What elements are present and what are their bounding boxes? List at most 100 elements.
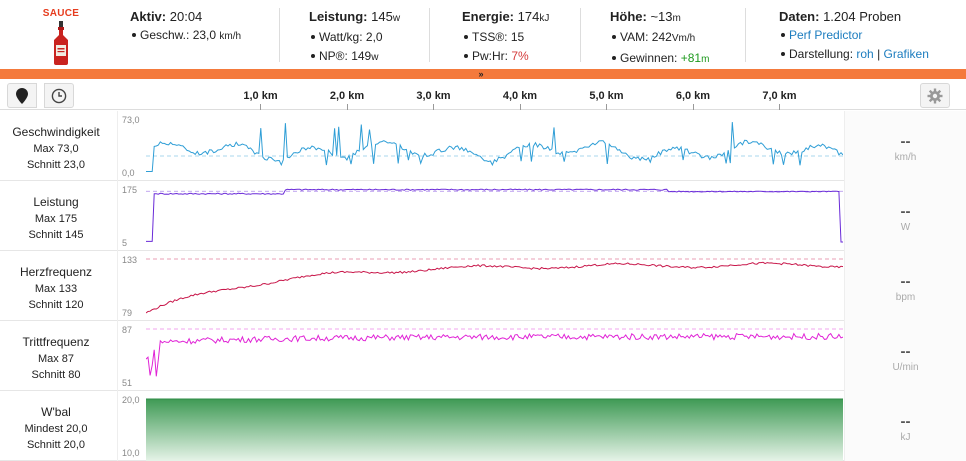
- chart-plot-speed: [146, 122, 843, 172]
- trace-cadence: [146, 332, 843, 377]
- metric-label-wbal: W'bal Mindest 20,0 Schnitt 20,0: [0, 391, 112, 461]
- metric-label-speed: Geschwindigkeit Max 73,0 Schnitt 23,0: [0, 111, 112, 181]
- km-axis-label: 7,0 km: [762, 90, 797, 102]
- clock-icon: [51, 88, 67, 103]
- elevation-stats: Höhe: ~13m VAM: 242Vm/h Gewinnen: +81m: [610, 9, 710, 65]
- axis-min-label: 51: [122, 378, 133, 388]
- vam-label: VAM:: [620, 30, 649, 44]
- km-axis-tick: [433, 104, 435, 110]
- metric-row-cadence: Trittfrequenz Max 87 Schnitt 80 87 51 -- U/min: [0, 321, 966, 391]
- km-axis-label: 2,0 km: [329, 90, 365, 102]
- metric-name: Leistung: [33, 195, 79, 209]
- metric-avg: Schnitt 80: [31, 369, 81, 381]
- km-axis-label: 4,0 km: [502, 90, 538, 102]
- logo-text: SAUCE: [42, 8, 80, 19]
- live-value: --: [900, 413, 911, 430]
- display-raw-link[interactable]: roh: [856, 47, 874, 61]
- axis-min-label: 10,0: [122, 448, 140, 458]
- metric-row-wbal: W'bal Mindest 20,0 Schnitt 20,0 20,0 10,0 -- k…: [0, 391, 966, 461]
- vam-unit: Vm/h: [671, 33, 696, 44]
- distance-mode-button[interactable]: [7, 83, 37, 108]
- axis-max-label: 87: [122, 325, 133, 335]
- metric-label-hr: Herzfrequenz Max 133 Schnitt 120: [0, 251, 112, 321]
- speed-value: 23,0: [192, 28, 217, 42]
- live-unit: kJ: [900, 432, 911, 443]
- gain-value: +81: [680, 51, 702, 65]
- energy-unit: kJ: [539, 13, 550, 24]
- km-axis-label: 1,0 km: [243, 90, 278, 102]
- pwhr-value: 7%: [511, 49, 529, 63]
- display-graphs-link[interactable]: Grafiken: [883, 47, 929, 61]
- np-value: 149: [351, 49, 372, 63]
- wbal-area: [146, 399, 843, 461]
- metric-name: Trittfrequenz: [22, 335, 90, 349]
- axis-max-label: 133: [122, 255, 138, 265]
- metric-live-power: -- W: [844, 181, 966, 251]
- metric-live-speed: -- km/h: [844, 111, 966, 181]
- metric-max: Max 73,0: [33, 143, 79, 155]
- metric-avg: Schnitt 23,0: [26, 159, 86, 171]
- tss-label: TSS®:: [472, 30, 508, 44]
- header-divider-bar: [0, 69, 966, 79]
- metric-avg: Schnitt 20,0: [26, 439, 86, 451]
- chart-plot-hr: [146, 258, 843, 314]
- gear-icon: [927, 88, 943, 103]
- axis-max-label: 73,0: [122, 115, 140, 125]
- data-label: Daten:: [779, 9, 820, 24]
- expand-header-button[interactable]: »: [474, 69, 488, 79]
- metric-live-cadence: -- U/min: [844, 321, 966, 391]
- chart-power[interactable]: 175 5: [117, 181, 844, 251]
- live-value: --: [900, 343, 911, 360]
- power-value: 145: [371, 9, 393, 24]
- settings-button[interactable]: [920, 83, 950, 108]
- km-axis-tick: [260, 104, 262, 110]
- double-chevron-down-icon: »: [478, 69, 484, 79]
- active-time: 20:04: [169, 9, 203, 24]
- live-value: --: [900, 203, 911, 220]
- chart-wbal[interactable]: 20,0 10,0: [117, 391, 844, 461]
- elevation-unit: m: [672, 13, 681, 24]
- metric-row-power: Leistung Max 175 Schnitt 145 175 5 -- W: [0, 181, 966, 251]
- speed-label: Geschw.:: [140, 28, 190, 42]
- chart-plot-wbal: [146, 398, 843, 461]
- chart-plot-cadence: [146, 328, 843, 377]
- live-unit: km/h: [894, 152, 917, 163]
- metric-max: Max 133: [34, 283, 78, 295]
- data-stats: Daten: 1.204 Proben Perf Predictor Darst…: [779, 9, 929, 63]
- perf-predictor-link[interactable]: Perf Predictor: [789, 28, 863, 42]
- wkg-label: Watt/kg:: [319, 30, 363, 44]
- np-unit: w: [371, 52, 379, 63]
- chart-speed[interactable]: 73,0 0,0: [117, 111, 844, 181]
- metric-max: Max 87: [37, 353, 75, 365]
- axis-min-label: 79: [122, 308, 133, 318]
- chart-toolbar: 1,0 km 2,0 km 3,0 km 4,0 km 5,0 km 6,0 km 7,0 …: [0, 80, 966, 110]
- km-axis-tick: [779, 104, 781, 110]
- km-axis-label: 6,0 km: [675, 90, 711, 102]
- metric-avg: Schnitt 145: [28, 229, 84, 241]
- samples-value: 1.204 Proben: [823, 9, 902, 24]
- axis-max-label: 175: [122, 185, 138, 195]
- chart-hr[interactable]: 133 79: [117, 251, 844, 321]
- speed-unit: km/h: [219, 31, 242, 42]
- chart-cadence[interactable]: 87 51: [117, 321, 844, 391]
- time-mode-button[interactable]: [44, 83, 74, 108]
- gain-unit: m: [701, 54, 710, 65]
- trace-hr: [146, 261, 843, 314]
- np-label: NP®:: [319, 49, 348, 63]
- pwhr-label: Pw:Hr:: [472, 49, 508, 63]
- live-unit: bpm: [895, 292, 916, 303]
- km-axis-label: 5,0 km: [589, 90, 624, 102]
- metric-name: Geschwindigkeit: [12, 125, 100, 139]
- active-stats: Aktiv: 20:04 Geschw.: 23,0 km/h: [130, 9, 241, 63]
- energy-stats: Energie: 174kJ TSS®: 15 Pw:Hr: 7%: [462, 9, 549, 63]
- active-label: Aktiv:: [130, 9, 167, 24]
- metric-max: Max 175: [34, 213, 78, 225]
- elevation-value: ~13: [650, 9, 673, 24]
- live-unit: U/min: [892, 362, 919, 373]
- metric-row-speed: Geschwindigkeit Max 73,0 Schnitt 23,0 73,0 0…: [0, 111, 966, 181]
- sauce-logo[interactable]: SAUCE: [38, 8, 84, 66]
- trace-speed: [146, 122, 843, 172]
- sauce-bottle-icon: [54, 21, 68, 65]
- km-axis-label: 3,0 km: [416, 90, 451, 102]
- wkg-value: 2,0: [365, 30, 383, 44]
